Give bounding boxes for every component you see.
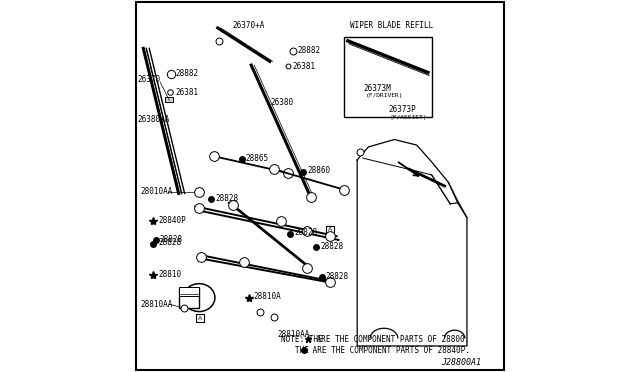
Text: NOTE: THE: NOTE: THE — [281, 335, 327, 344]
Text: 28828: 28828 — [326, 272, 349, 281]
Bar — [179, 288, 199, 308]
Text: 28882: 28882 — [298, 46, 321, 55]
Text: 28840P: 28840P — [158, 216, 186, 225]
Text: 26381: 26381 — [175, 88, 199, 97]
Bar — [179, 287, 199, 296]
Text: 28810AA: 28810AA — [141, 300, 173, 309]
Text: 26373M: 26373M — [364, 84, 392, 93]
Text: ARE THE COMPONENT PARTS OF 28840P.: ARE THE COMPONENT PARTS OF 28840P. — [308, 346, 470, 355]
Text: 28810AA: 28810AA — [277, 330, 310, 339]
Text: THE: THE — [295, 346, 314, 355]
Text: 26380: 26380 — [271, 98, 294, 107]
Text: 28010AA: 28010AA — [141, 187, 173, 196]
Text: 28882: 28882 — [175, 69, 199, 78]
Text: 28828: 28828 — [158, 238, 181, 247]
Text: 28828: 28828 — [294, 228, 317, 237]
Ellipse shape — [183, 284, 215, 312]
Text: 28828: 28828 — [320, 242, 343, 251]
Text: 28860: 28860 — [307, 166, 330, 175]
Bar — [326, 226, 334, 234]
Text: (F/ASSIST): (F/ASSIST) — [390, 115, 428, 120]
Text: 26370+A: 26370+A — [232, 21, 265, 30]
Bar — [196, 314, 204, 322]
Text: (F/DRIVER): (F/DRIVER) — [365, 93, 403, 99]
Text: 28828: 28828 — [159, 235, 182, 244]
Text: 28810A: 28810A — [253, 292, 281, 301]
Text: 26380+A: 26380+A — [138, 115, 170, 124]
Text: 26381: 26381 — [293, 62, 316, 71]
Text: 28828: 28828 — [215, 194, 238, 203]
Text: A: A — [198, 315, 202, 321]
Bar — [165, 97, 173, 102]
Text: 26373P: 26373P — [389, 105, 417, 114]
Bar — [344, 37, 431, 117]
Text: ARE THE COMPONENT PARTS OF 28800.: ARE THE COMPONENT PARTS OF 28800. — [312, 335, 469, 344]
Text: 28810: 28810 — [158, 270, 181, 279]
Text: A: A — [328, 227, 332, 232]
Text: WIPER BLADE REFILL: WIPER BLADE REFILL — [349, 21, 433, 30]
Text: 28865: 28865 — [246, 154, 269, 163]
Text: J28800A1: J28800A1 — [441, 358, 481, 367]
Text: 26370: 26370 — [138, 76, 161, 84]
